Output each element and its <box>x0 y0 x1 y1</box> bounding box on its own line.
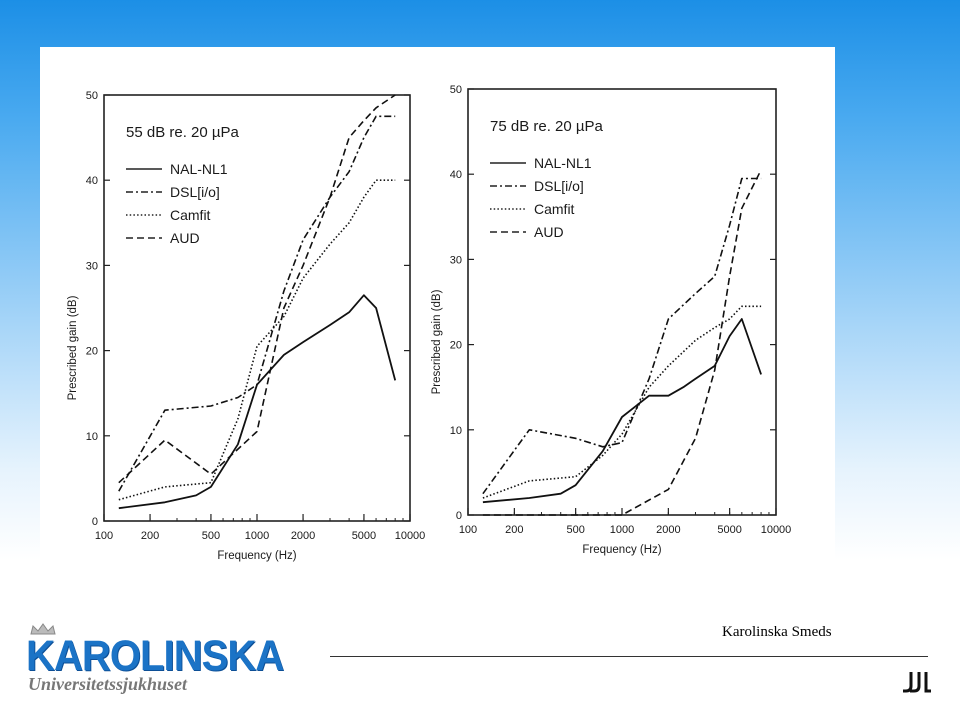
figure-panel: 0 10 20 30 40 50 100 200 500 1000 2000 5000 10000 Fre… <box>40 47 835 609</box>
x-tick-label: 100 <box>95 530 113 542</box>
karolinska-logo: KAROLINSKA Universitetssjukhuset <box>26 622 326 702</box>
y-tick-label: 30 <box>450 254 462 266</box>
x-axis-title: Frequency (Hz) <box>217 550 296 562</box>
series-line-nal-nl1 <box>118 294 397 510</box>
crown-icon <box>30 623 56 635</box>
x-tick-label: 1000 <box>610 524 634 536</box>
series-line-dsl-i-o- <box>482 177 762 495</box>
y-tick-label: 0 <box>456 510 462 522</box>
jl-emblem-icon <box>903 672 931 693</box>
legend-label: NAL-NL1 <box>170 161 228 177</box>
chart-annotation: 75 dB re. 20 µPa <box>490 118 604 135</box>
y-tick-label: 0 <box>92 516 98 528</box>
y-tick-label: 40 <box>450 169 462 181</box>
legend-label: DSL[i/o] <box>170 184 220 200</box>
chart-1: 0 10 20 30 40 50 100 200 500 1000 2000 5000 10000 Fre… <box>67 90 425 562</box>
series-line-camfit <box>482 305 762 499</box>
series-line-aud <box>118 94 396 484</box>
legend-label: DSL[i/o] <box>534 178 584 194</box>
x-tick-label: 10000 <box>395 530 426 542</box>
author-name: Karolinska Smeds <box>722 624 832 640</box>
y-tick-label: 10 <box>450 425 462 437</box>
y-tick-label: 50 <box>450 84 462 96</box>
y-tick-label: 10 <box>86 431 98 443</box>
x-tick-label: 5000 <box>352 530 376 542</box>
x-tick-label: 500 <box>566 524 584 536</box>
plot-frame <box>103 94 411 522</box>
x-tick-label: 100 <box>459 524 477 536</box>
legend-label: Camfit <box>170 207 211 223</box>
y-axis-title: Prescribed gain (dB) <box>67 295 79 400</box>
y-tick-label: 50 <box>86 90 98 102</box>
series-line-nal-nl1 <box>482 318 762 504</box>
x-tick-label: 10000 <box>761 524 792 536</box>
x-tick-label: 500 <box>202 530 220 542</box>
legend-label: AUD <box>170 230 200 246</box>
series-line-dsl-i-o- <box>118 115 396 492</box>
plot-frame <box>467 88 777 516</box>
x-tick-label: 200 <box>141 530 159 542</box>
series-line-aud <box>482 169 762 516</box>
y-tick-label: 20 <box>450 340 462 352</box>
chart-2: 0 10 20 30 40 50 100 200 500 1000 2000 5000 10000 Fre… <box>431 84 791 556</box>
x-tick-label: 200 <box>505 524 523 536</box>
x-tick-label: 2000 <box>291 530 315 542</box>
x-axis-title: Frequency (Hz) <box>582 544 661 556</box>
logo-subtitle: Universitetssjukhuset <box>28 674 188 694</box>
legend-label: Camfit <box>534 201 575 217</box>
y-axis-title: Prescribed gain (dB) <box>431 289 443 394</box>
x-tick-label: 5000 <box>717 524 741 536</box>
x-tick-label: 2000 <box>656 524 680 536</box>
y-tick-label: 30 <box>86 260 98 272</box>
chart-annotation: 55 dB re. 20 µPa <box>126 124 240 141</box>
y-tick-label: 40 <box>86 175 98 187</box>
footer-divider <box>330 656 928 657</box>
x-tick-label: 1000 <box>245 530 269 542</box>
legend-label: AUD <box>534 224 564 240</box>
series-line-camfit <box>118 179 396 501</box>
logo-wordmark: KAROLINSKA <box>26 632 284 680</box>
legend-label: NAL-NL1 <box>534 155 592 171</box>
y-tick-label: 20 <box>86 346 98 358</box>
